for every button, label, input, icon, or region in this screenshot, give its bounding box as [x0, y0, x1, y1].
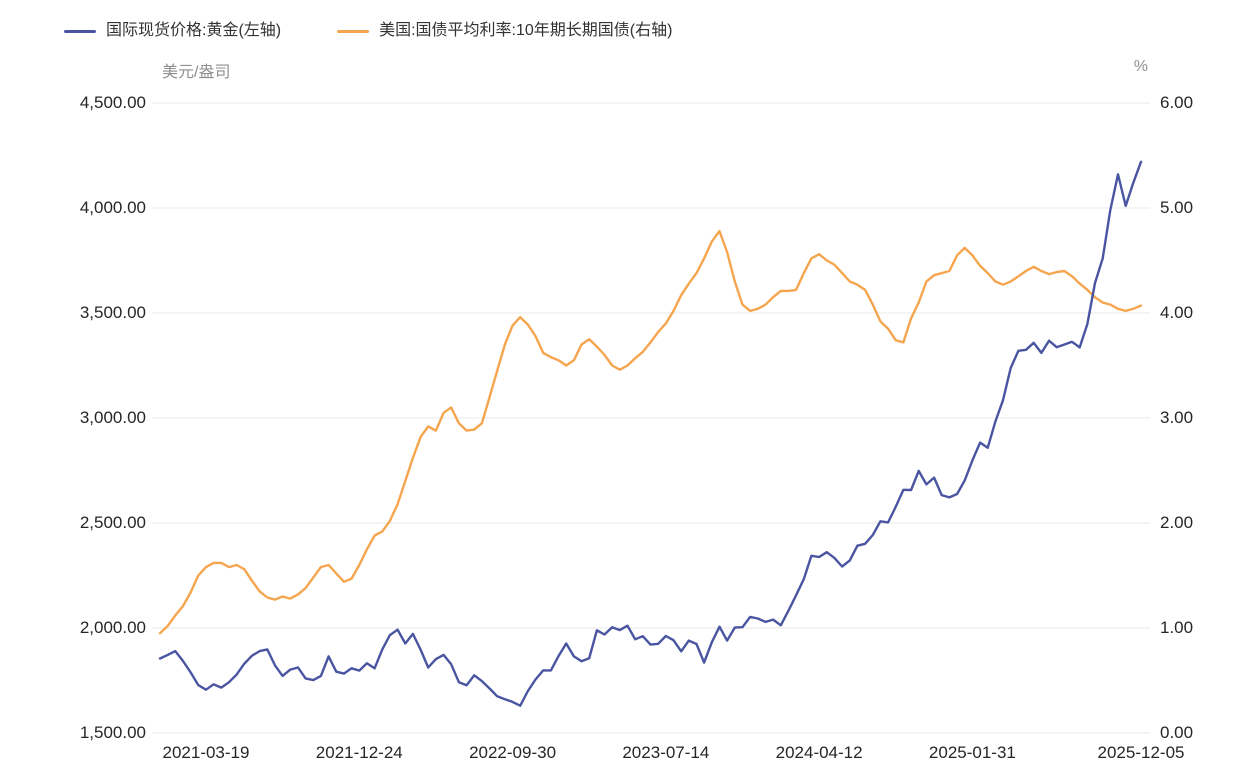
- left-axis-tick-label: 4,000.00: [79, 198, 146, 217]
- x-axis-tick-label: 2025-01-31: [928, 743, 1016, 762]
- left-axis-tick-label: 2,000.00: [79, 618, 146, 637]
- treasury-rate-series-line: [158, 229, 1143, 635]
- left-axis-tick-label: 4,500.00: [79, 93, 146, 112]
- right-axis-unit-label: %: [1133, 58, 1148, 75]
- x-axis-tick-label: 2025-12-05: [1097, 743, 1185, 762]
- right-axis-tick-label: 1.00: [1160, 618, 1194, 637]
- left-axis-tick-label: 2,500.00: [79, 513, 146, 532]
- right-axis-tick-label: 2.00: [1160, 513, 1194, 532]
- gold-line-swatch: [64, 29, 96, 33]
- x-axis-tick-label: 2022-09-30: [469, 743, 557, 762]
- x-axis-tick-label: 2021-03-19: [162, 743, 250, 762]
- left-axis-tick-label: 1,500.00: [79, 723, 146, 742]
- left-axis-tick-label: 3,500.00: [79, 303, 146, 322]
- left-axis-tick-label: 3,000.00: [79, 408, 146, 427]
- left-axis-unit-label: 美元/盎司: [162, 64, 231, 81]
- x-axis-tick-label: 2021-12-24: [315, 743, 403, 762]
- legend-label-gold: 国际现货价格:黄金(左轴): [106, 22, 282, 39]
- right-axis-tick-label: 3.00: [1160, 408, 1194, 427]
- right-axis-tick-label: 0.00: [1160, 723, 1194, 742]
- right-axis-tick-label: 5.00: [1160, 198, 1194, 217]
- right-axis-tick-label: 4.00: [1160, 303, 1194, 322]
- x-axis-tick-label: 2023-07-14: [622, 743, 710, 762]
- legend-label-treasury-rate: 美国:国债平均利率:10年期长期国债(右轴): [379, 22, 673, 39]
- right-axis-tick-label: 6.00: [1160, 93, 1194, 112]
- legend: 国际现货价格:黄金(左轴) 美国:国债平均利率:10年期长期国债(右轴): [64, 20, 672, 42]
- gold-series-line: [158, 160, 1143, 707]
- legend-item-gold[interactable]: 国际现货价格:黄金(左轴): [64, 20, 281, 42]
- x-axis-tick-label: 2024-04-12: [775, 743, 863, 762]
- treasury-rate-line-swatch: [337, 29, 370, 33]
- legend-item-treasury-rate[interactable]: 美国:国债平均利率:10年期长期国债(右轴): [337, 20, 672, 42]
